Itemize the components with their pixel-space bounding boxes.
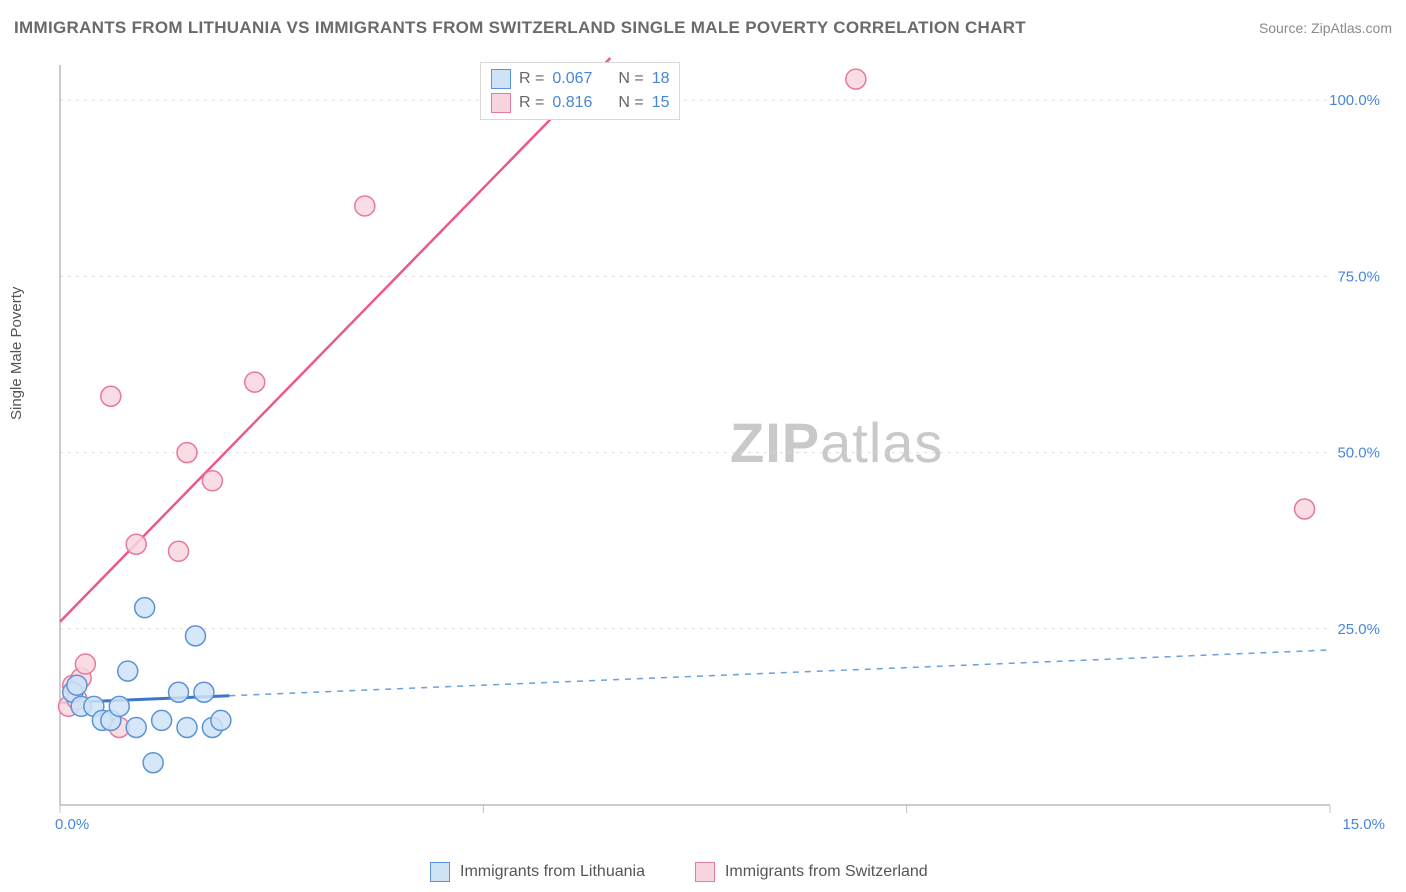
legend-stats-box: R = 0.067 N = 18 R = 0.816 N = 15 (480, 62, 680, 120)
data-point (67, 675, 87, 695)
data-point (101, 386, 121, 406)
data-point (152, 710, 172, 730)
title-bar: IMMIGRANTS FROM LITHUANIA VS IMMIGRANTS … (14, 18, 1392, 38)
data-point (118, 661, 138, 681)
data-point (126, 534, 146, 554)
y-tick-label: 75.0% (1337, 268, 1380, 285)
data-point (126, 717, 146, 737)
source-attribution: Source: ZipAtlas.com (1259, 20, 1392, 36)
legend-n-value: 18 (652, 70, 670, 88)
legend-swatch (695, 862, 715, 882)
bottom-legend-item: Immigrants from Switzerland (695, 862, 928, 882)
data-point (355, 196, 375, 216)
legend-stats-row: R = 0.816 N = 15 (491, 91, 669, 115)
bottom-legend-label: Immigrants from Switzerland (725, 863, 928, 881)
bottom-legend-item: Immigrants from Lithuania (430, 862, 645, 882)
data-point (135, 598, 155, 618)
plot-svg: 25.0% 50.0% 75.0% 100.0% 0.0% 15.0% (50, 55, 1390, 835)
data-point (1295, 499, 1315, 519)
data-point (194, 682, 214, 702)
y-tick-label: 100.0% (1329, 92, 1380, 109)
legend-swatch (491, 69, 511, 89)
data-point (143, 753, 163, 773)
bottom-legend-label: Immigrants from Lithuania (460, 863, 645, 881)
x-tick-label: 0.0% (55, 816, 89, 833)
legend-n-label: N = (618, 94, 643, 112)
legend-swatch (491, 93, 511, 113)
data-point (185, 626, 205, 646)
data-point (211, 710, 231, 730)
data-point (846, 69, 866, 89)
data-point (202, 471, 222, 491)
data-point (109, 696, 129, 716)
legend-swatch (430, 862, 450, 882)
y-axis-label: Single Male Poverty (8, 287, 25, 420)
y-tick-label: 25.0% (1337, 621, 1380, 638)
legend-r-label: R = (519, 94, 544, 112)
data-point (169, 682, 189, 702)
plot-frame: 25.0% 50.0% 75.0% 100.0% 0.0% 15.0% (50, 55, 1390, 835)
chart-title: IMMIGRANTS FROM LITHUANIA VS IMMIGRANTS … (14, 18, 1026, 38)
legend-n-label: N = (618, 70, 643, 88)
legend-stats-row: R = 0.067 N = 18 (491, 67, 669, 91)
legend-r-value: 0.816 (552, 94, 602, 112)
data-point (177, 443, 197, 463)
data-point (177, 717, 197, 737)
y-tick-label: 50.0% (1337, 445, 1380, 462)
legend-r-label: R = (519, 70, 544, 88)
bottom-legend: Immigrants from Lithuania Immigrants from… (430, 862, 928, 882)
x-tick-label: 15.0% (1342, 816, 1385, 833)
regression-line-dashed (229, 650, 1330, 696)
data-point (245, 372, 265, 392)
chart-container: IMMIGRANTS FROM LITHUANIA VS IMMIGRANTS … (0, 0, 1406, 892)
data-point (75, 654, 95, 674)
data-point (169, 541, 189, 561)
legend-r-value: 0.067 (552, 70, 602, 88)
legend-n-value: 15 (652, 94, 670, 112)
